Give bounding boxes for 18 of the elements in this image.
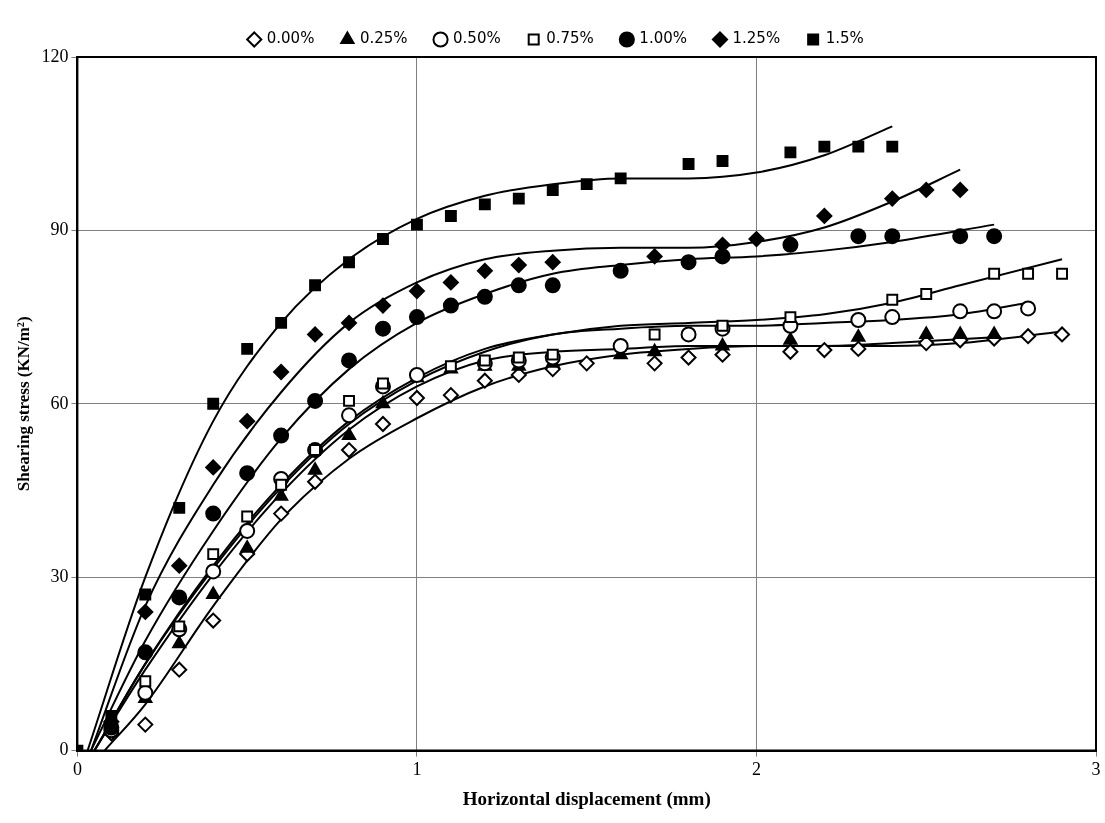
- y-axis-title: Shearing stress (KN/m²): [13, 316, 33, 492]
- legend-label: 0.00%: [266, 29, 315, 48]
- y-tick-label: 60: [50, 392, 69, 413]
- y-tick-label: 120: [41, 45, 69, 66]
- x-tick-label: 2: [751, 759, 761, 780]
- x-tick-label: 0: [72, 759, 82, 780]
- y-tick-label: 0: [59, 739, 69, 760]
- legend-label: 1.25%: [732, 29, 781, 48]
- legend-label: 0.25%: [359, 29, 408, 48]
- legend-label: 1.00%: [639, 29, 687, 48]
- x-axis-title: Horizontal displacement (mm): [462, 787, 711, 810]
- x-tick-label: 1: [412, 759, 422, 780]
- y-tick-label: 30: [50, 565, 69, 586]
- y-tick-label: 90: [50, 219, 69, 240]
- legend-label: 1.5%: [825, 29, 864, 48]
- legend-label: 0.75%: [546, 29, 594, 48]
- x-tick-label: 3: [1091, 759, 1101, 780]
- legend-label: 0.50%: [453, 29, 501, 48]
